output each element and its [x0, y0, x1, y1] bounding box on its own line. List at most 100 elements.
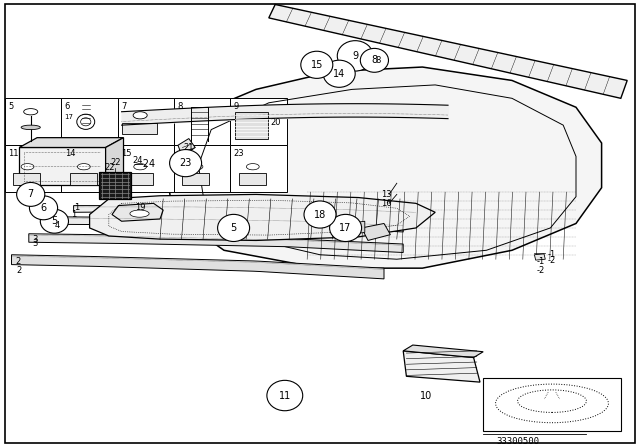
- Bar: [230, 98, 287, 145]
- Bar: [174, 145, 230, 192]
- Polygon shape: [90, 194, 435, 241]
- Text: 15: 15: [121, 149, 131, 158]
- Ellipse shape: [17, 182, 45, 207]
- Text: 2: 2: [17, 266, 22, 275]
- Polygon shape: [19, 138, 124, 147]
- Text: 20: 20: [270, 118, 280, 127]
- Ellipse shape: [190, 164, 203, 170]
- Text: -2: -2: [537, 266, 545, 275]
- Text: 17: 17: [339, 223, 352, 233]
- Text: 4: 4: [55, 217, 60, 226]
- Bar: [118, 98, 174, 145]
- Ellipse shape: [130, 210, 149, 217]
- Text: 11: 11: [278, 391, 291, 401]
- Polygon shape: [54, 217, 403, 232]
- Text: -1: -1: [537, 257, 545, 266]
- Ellipse shape: [134, 164, 147, 170]
- Text: 11: 11: [8, 149, 19, 158]
- Ellipse shape: [360, 48, 388, 72]
- Polygon shape: [166, 67, 602, 268]
- Polygon shape: [99, 172, 131, 199]
- Text: 9: 9: [352, 51, 358, 61]
- Text: —24: —24: [133, 159, 156, 168]
- Text: 3: 3: [33, 235, 38, 244]
- Text: 22: 22: [110, 158, 120, 167]
- Text: 6: 6: [65, 102, 70, 111]
- Bar: [122, 123, 157, 134]
- Text: 10: 10: [419, 391, 432, 401]
- Polygon shape: [403, 351, 480, 382]
- Text: 1: 1: [71, 210, 76, 219]
- Bar: [61, 98, 118, 145]
- Text: 1: 1: [74, 203, 79, 212]
- Ellipse shape: [518, 390, 586, 413]
- Polygon shape: [74, 206, 416, 217]
- Text: 8: 8: [375, 56, 380, 65]
- Polygon shape: [349, 221, 365, 235]
- Text: 7: 7: [121, 102, 126, 111]
- Ellipse shape: [246, 164, 259, 170]
- Bar: [5, 145, 61, 192]
- Text: 14: 14: [333, 69, 346, 79]
- Ellipse shape: [330, 215, 362, 241]
- Text: 22: 22: [105, 163, 115, 172]
- Polygon shape: [29, 234, 403, 253]
- Polygon shape: [12, 255, 384, 279]
- Text: 33300500: 33300500: [496, 437, 539, 446]
- Bar: [235, 112, 268, 138]
- Text: 21: 21: [184, 143, 194, 152]
- Text: 14: 14: [65, 149, 75, 158]
- Ellipse shape: [77, 114, 95, 129]
- Ellipse shape: [133, 112, 147, 119]
- Text: 5: 5: [230, 223, 237, 233]
- Ellipse shape: [495, 384, 609, 423]
- Ellipse shape: [81, 118, 91, 126]
- Ellipse shape: [21, 125, 40, 129]
- Text: 8: 8: [177, 102, 182, 111]
- Polygon shape: [362, 224, 390, 241]
- Text: 4: 4: [55, 221, 60, 230]
- Bar: [13, 173, 40, 185]
- Ellipse shape: [40, 209, 68, 233]
- Text: 8: 8: [371, 56, 378, 65]
- Text: 16: 16: [381, 199, 392, 208]
- Ellipse shape: [21, 164, 34, 170]
- Text: 18: 18: [177, 149, 188, 158]
- Ellipse shape: [218, 215, 250, 241]
- Bar: [126, 173, 153, 185]
- Bar: [182, 173, 209, 185]
- Bar: [118, 145, 174, 192]
- Ellipse shape: [29, 196, 58, 220]
- Polygon shape: [19, 147, 106, 185]
- Polygon shape: [534, 254, 545, 260]
- Text: 23: 23: [234, 149, 244, 158]
- Ellipse shape: [267, 380, 303, 411]
- Bar: [70, 173, 97, 185]
- Polygon shape: [187, 157, 197, 166]
- Bar: [230, 145, 287, 192]
- Text: 18: 18: [314, 210, 326, 220]
- Text: 6: 6: [40, 203, 47, 213]
- Bar: [5, 98, 61, 145]
- Text: 2: 2: [15, 257, 20, 266]
- Text: 13: 13: [381, 190, 392, 199]
- Polygon shape: [269, 4, 627, 98]
- Text: 19: 19: [136, 203, 146, 212]
- Text: 3: 3: [33, 239, 38, 248]
- Text: 9: 9: [234, 102, 239, 111]
- Ellipse shape: [323, 60, 355, 87]
- Bar: [483, 378, 621, 431]
- Bar: [239, 173, 266, 185]
- Ellipse shape: [170, 150, 202, 177]
- Ellipse shape: [77, 164, 90, 170]
- Text: -2: -2: [548, 256, 556, 265]
- Text: 23: 23: [179, 158, 192, 168]
- Polygon shape: [403, 345, 483, 358]
- Ellipse shape: [301, 51, 333, 78]
- Ellipse shape: [24, 108, 38, 115]
- Ellipse shape: [304, 201, 336, 228]
- Text: 7: 7: [28, 190, 34, 199]
- Text: -1: -1: [548, 250, 556, 259]
- Text: 5: 5: [51, 216, 58, 226]
- Polygon shape: [112, 203, 163, 221]
